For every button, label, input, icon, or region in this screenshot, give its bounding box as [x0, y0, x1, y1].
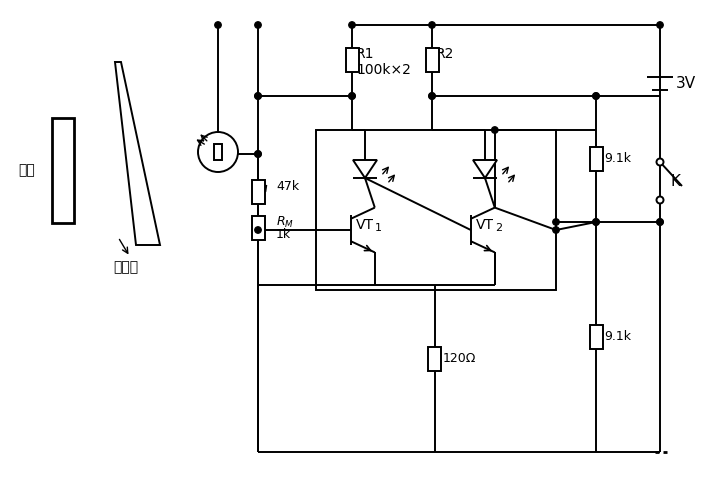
Text: R1: R1 — [356, 47, 375, 61]
Circle shape — [429, 93, 435, 99]
Circle shape — [349, 93, 355, 99]
Circle shape — [593, 219, 599, 225]
Circle shape — [429, 22, 435, 28]
Bar — [590, 325, 603, 349]
Bar — [590, 147, 603, 171]
Circle shape — [429, 93, 435, 99]
Text: 47k: 47k — [276, 180, 299, 193]
Text: $R_M$: $R_M$ — [276, 215, 294, 229]
Circle shape — [657, 219, 663, 225]
Circle shape — [255, 93, 261, 99]
Bar — [316, 130, 556, 290]
Circle shape — [349, 93, 355, 99]
Circle shape — [255, 227, 261, 233]
Text: 3V: 3V — [676, 75, 696, 91]
Text: 2: 2 — [495, 223, 502, 233]
Circle shape — [255, 151, 261, 157]
Circle shape — [553, 227, 559, 233]
Circle shape — [553, 219, 559, 225]
Circle shape — [657, 22, 663, 28]
Polygon shape — [115, 62, 160, 245]
Circle shape — [657, 219, 663, 225]
Bar — [251, 180, 265, 204]
Text: 1: 1 — [375, 223, 382, 233]
Bar — [428, 347, 441, 371]
Text: R2: R2 — [436, 47, 455, 61]
Bar — [346, 48, 358, 72]
Circle shape — [255, 93, 261, 99]
Circle shape — [255, 151, 261, 157]
Bar — [52, 118, 74, 223]
Text: K: K — [670, 173, 680, 189]
Circle shape — [593, 93, 599, 99]
Circle shape — [656, 158, 663, 166]
Text: 1k: 1k — [276, 228, 291, 240]
Circle shape — [349, 22, 355, 28]
Text: 9.1k: 9.1k — [604, 153, 631, 166]
Text: 密度板: 密度板 — [113, 260, 138, 274]
Bar — [214, 144, 222, 160]
Polygon shape — [473, 160, 497, 178]
Text: 100k×2: 100k×2 — [356, 63, 411, 77]
Text: 9.1k: 9.1k — [604, 331, 631, 344]
Text: 孔板: 孔板 — [18, 163, 35, 177]
Text: VT: VT — [356, 218, 374, 232]
Circle shape — [255, 22, 261, 28]
Circle shape — [491, 127, 498, 133]
Circle shape — [656, 196, 663, 204]
Text: 120Ω: 120Ω — [442, 352, 476, 365]
Circle shape — [198, 132, 238, 172]
Circle shape — [593, 93, 599, 99]
Circle shape — [593, 219, 599, 225]
Bar — [251, 216, 265, 240]
Circle shape — [215, 22, 221, 28]
Bar — [426, 48, 438, 72]
Text: VT: VT — [476, 218, 494, 232]
Polygon shape — [353, 160, 377, 178]
